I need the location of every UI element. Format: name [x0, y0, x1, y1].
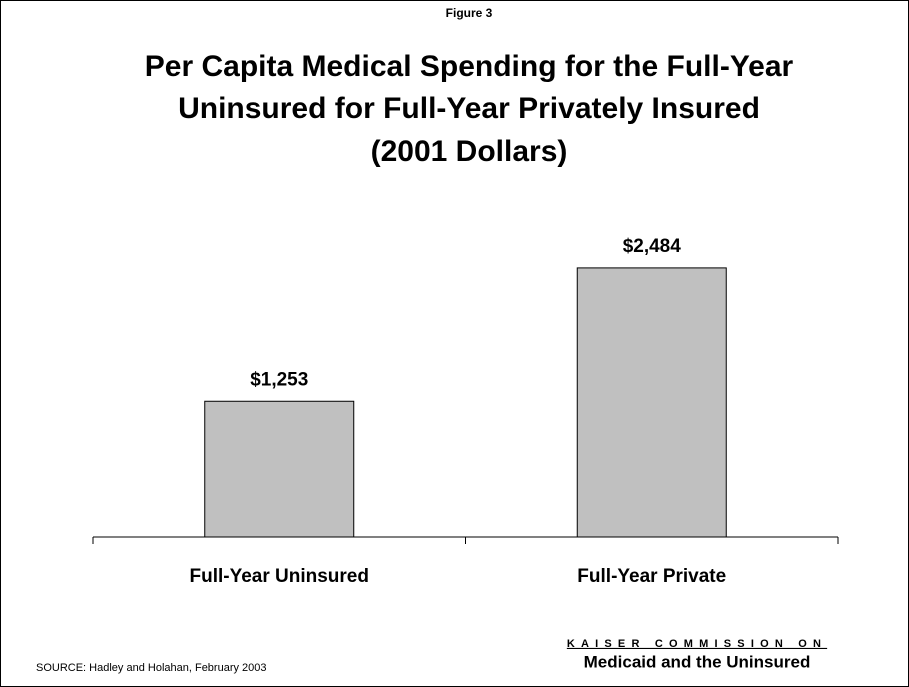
chart-title: Per Capita Medical Spending for the Full…: [145, 50, 794, 83]
bar: [576, 267, 727, 538]
x-tick-label: Full-Year Private: [577, 566, 726, 587]
chart-title: (2001 Dollars): [371, 135, 568, 168]
chart-title: Uninsured for Full-Year Privately Insure…: [178, 92, 760, 125]
figure-label: Figure 3: [446, 6, 493, 20]
data-label: $2,484: [623, 236, 682, 257]
x-tick-label: Full-Year Uninsured: [190, 566, 369, 587]
source-note: SOURCE: Hadley and Holahan, February 200…: [36, 662, 267, 674]
logo-text: Medicaid and the Uninsured: [584, 652, 811, 671]
data-label: $1,253: [250, 369, 308, 390]
logo-text: KAISER COMMISSION ON: [567, 638, 827, 650]
bar: [204, 400, 355, 538]
